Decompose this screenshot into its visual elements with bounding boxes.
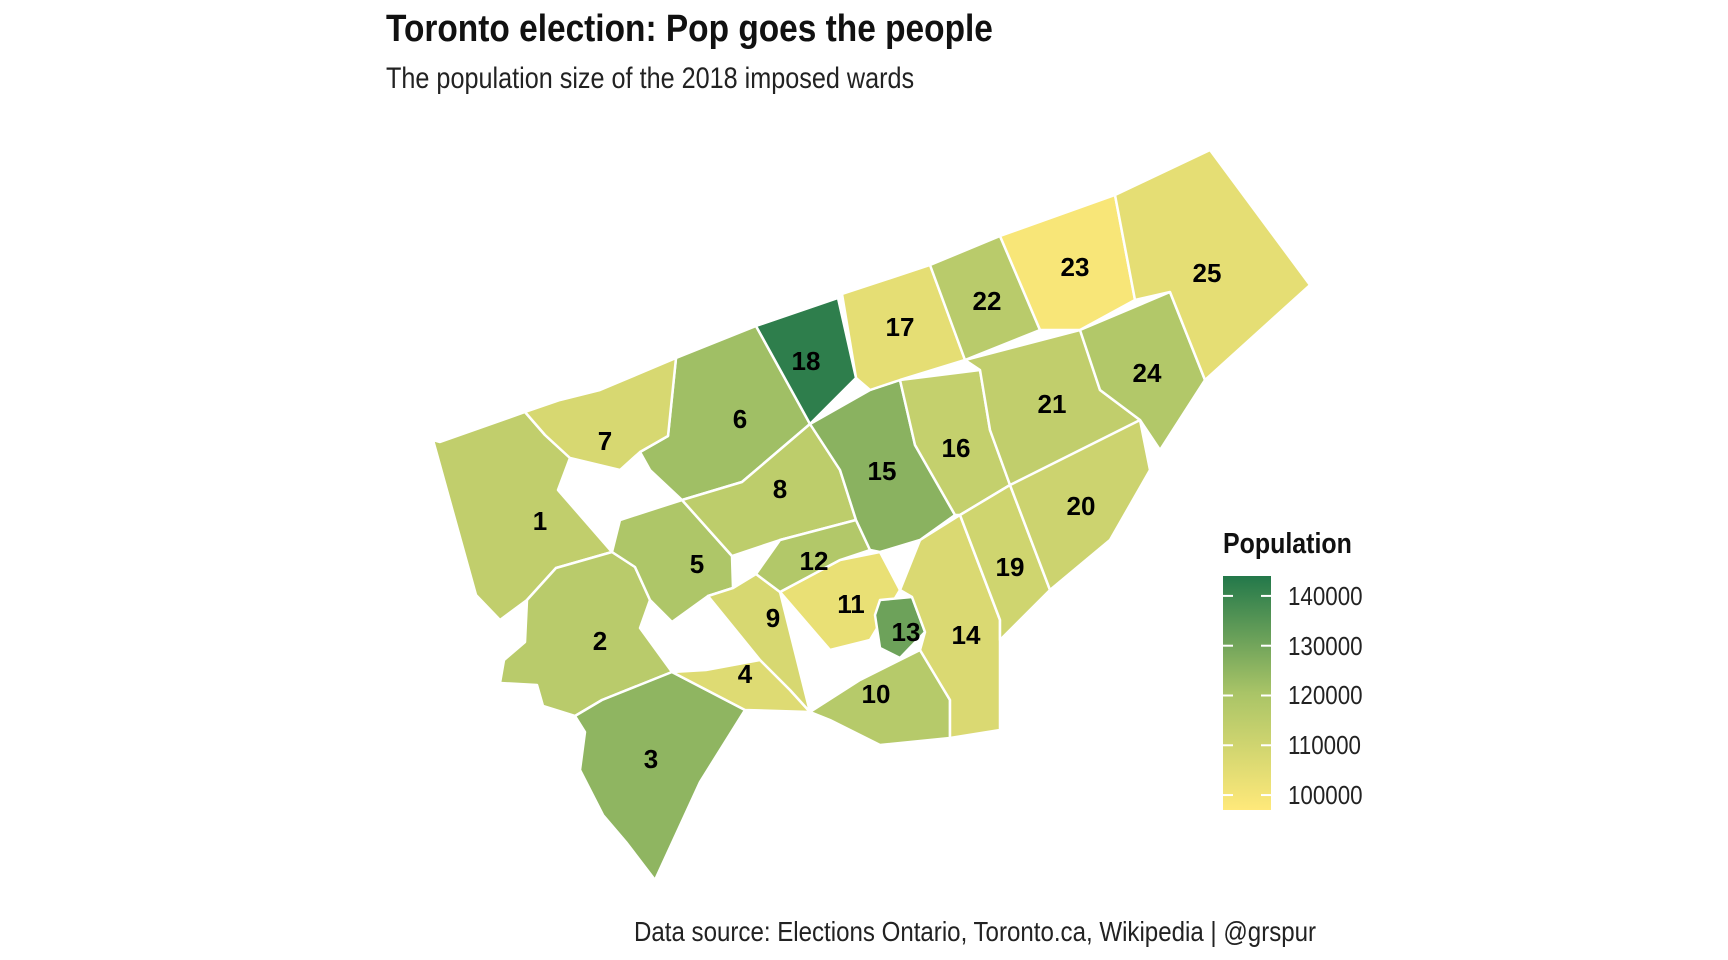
ward-1-label: 1: [533, 506, 547, 536]
ward-4-label: 4: [738, 659, 753, 689]
legend-tick-label: 140000: [1288, 580, 1363, 611]
ward-8-label: 8: [773, 474, 787, 504]
ward-3-region: [573, 670, 747, 882]
ward-10-label: 10: [862, 679, 891, 709]
ward-25-label: 25: [1193, 258, 1222, 288]
ward-23-region: [998, 193, 1137, 332]
ward-11-label: 11: [837, 589, 865, 619]
ward-2-label: 2: [593, 626, 607, 656]
ward-19-region: [958, 483, 1052, 642]
ward-19-label: 19: [996, 552, 1025, 582]
chart-title: Toronto election: Pop goes the people: [386, 8, 993, 50]
ward-22-label: 22: [973, 286, 1002, 316]
ward-9-label: 9: [766, 603, 780, 633]
legend-tick-label: 110000: [1288, 730, 1361, 761]
ward-7-label: 7: [598, 426, 612, 456]
ward-24-label: 24: [1133, 358, 1162, 388]
ward-17-label: 17: [886, 312, 915, 342]
legend-title: Population: [1223, 528, 1352, 560]
ward-16-label: 16: [942, 433, 971, 463]
legend-tick-label: 120000: [1288, 680, 1363, 711]
ward-21-label: 21: [1038, 389, 1067, 419]
ward-12-label: 12: [800, 546, 829, 576]
ward-14-label: 14: [952, 620, 981, 650]
ward-6-label: 6: [733, 404, 747, 434]
data-source-caption: Data source: Elections Ontario, Toronto.…: [634, 916, 1317, 947]
ward-13-label: 13: [892, 617, 921, 647]
ward-23-label: 23: [1061, 252, 1090, 282]
legend-colorbar: [1223, 576, 1271, 810]
ward-18-region: [754, 296, 858, 426]
ward-20-label: 20: [1067, 491, 1096, 521]
legend-tick-label: 100000: [1288, 780, 1363, 811]
ward-15-label: 15: [868, 456, 897, 486]
ward-5-label: 5: [690, 549, 704, 579]
ward-18-label: 18: [792, 346, 821, 376]
legend-tick-label: 130000: [1288, 630, 1363, 661]
ward-25-region: [1113, 148, 1312, 382]
chart-subtitle: The population size of the 2018 imposed …: [386, 62, 915, 95]
ward-7-region: [523, 356, 678, 472]
ward-3-label: 3: [644, 744, 658, 774]
